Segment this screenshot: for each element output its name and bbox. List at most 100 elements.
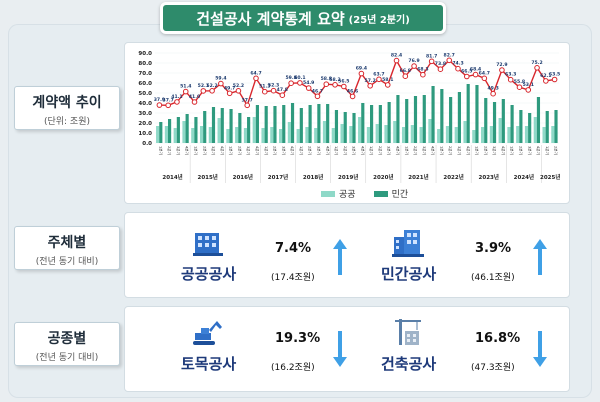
year-label: 2019년 (338, 173, 358, 181)
work-label-box: 공종별 (전년 동기 대비) (14, 322, 120, 366)
total-point (182, 88, 189, 95)
total-point (297, 80, 303, 86)
legend-swatch-public (321, 190, 335, 197)
bar-private (475, 85, 479, 143)
year-label: 2025년 (540, 173, 560, 181)
bar-private (519, 110, 523, 143)
year-label: 2023년 (479, 173, 499, 181)
chart-panel: 90.0 80.0 70.0 60.0 50.0 40.0 30.0 20.0 10.0 0.0 1… (124, 42, 570, 204)
total-point (200, 88, 207, 94)
x-tick-label: 3분기 (527, 146, 532, 155)
year-label: 2018년 (303, 173, 323, 181)
bar-private (264, 106, 268, 143)
bar-private (492, 102, 497, 143)
x-tick-label: 4분기 (360, 146, 365, 155)
data-label: 46.7 (312, 88, 323, 94)
public-up-arrow-icon (333, 239, 347, 275)
data-label: 37.7 (163, 97, 174, 103)
private-works-pct: 3.9% (475, 241, 512, 256)
bar-private (361, 103, 365, 143)
total-point (305, 85, 312, 91)
x-tick-label: 1분기 (264, 146, 269, 155)
x-tick-label: 2분기 (167, 146, 172, 155)
bar-public (305, 127, 309, 143)
total-point (551, 76, 558, 83)
bar-private (290, 103, 295, 143)
bar-private (554, 110, 558, 143)
public-works-name: 공공공사 (181, 265, 237, 283)
x-tick-label: 4분기 (255, 146, 260, 155)
bar-private (396, 95, 400, 143)
data-label: 57.2 (365, 78, 376, 84)
year-label: 2015년 (198, 173, 218, 181)
bar-private (211, 107, 216, 143)
year-label: 2021년 (408, 173, 428, 181)
x-tick-label: 1분기 (299, 146, 304, 155)
bar-private (510, 105, 514, 143)
x-tick-label: 4분기 (536, 146, 541, 155)
x-tick-label: 3분기 (316, 146, 321, 155)
chart-legend: 공공 민간 (321, 187, 408, 200)
bar-private (317, 104, 321, 143)
data-label: 58.8 (321, 76, 332, 82)
bar-public (279, 129, 283, 143)
data-label: 63.3 (505, 72, 516, 78)
bar-public (243, 128, 248, 143)
total-point (279, 92, 286, 99)
total-point (420, 71, 426, 78)
x-tick-label: 4분기 (466, 146, 471, 155)
bar-public (507, 127, 511, 143)
bar-public (322, 121, 327, 143)
bar-public (445, 126, 450, 143)
data-label: 51.3 (259, 84, 270, 90)
data-label: 52.3 (268, 83, 279, 89)
data-label: 46.6 (347, 88, 358, 94)
x-tick-label: 2분기 (308, 146, 313, 155)
data-label: 75.2 (531, 60, 542, 66)
x-tick-label: 4분기 (290, 146, 295, 155)
x-tick-label: 1분기 (439, 146, 444, 155)
bar-private (369, 105, 374, 143)
bar-private (167, 119, 172, 143)
data-label: 68.3 (417, 67, 428, 73)
total-point (253, 75, 259, 82)
data-label: 62.1 (540, 73, 551, 79)
x-tick-label: 4분기 (396, 146, 401, 155)
bar-private (176, 117, 180, 143)
bar-private (352, 113, 356, 143)
total-point (525, 87, 532, 93)
data-label: 49.7 (224, 85, 235, 91)
trend-sub: (단위: 조원) (43, 117, 91, 127)
legend-label-private: 민간 (391, 190, 409, 200)
private-up-arrow-icon (533, 239, 547, 275)
total-point (270, 87, 277, 94)
total-point (411, 63, 417, 69)
bar-public (428, 119, 432, 143)
work-label: 공종별 (47, 331, 87, 347)
total-point (332, 82, 338, 88)
data-label: 66.5 (461, 69, 472, 75)
y-tick-label: 80.0 (138, 61, 152, 67)
bar-public (524, 126, 529, 143)
y-tick-label: 70.0 (138, 71, 152, 77)
year-label: 2017년 (268, 173, 288, 181)
x-tick-label: 1분기 (510, 146, 515, 155)
office-building-icon (191, 227, 225, 257)
total-point (463, 73, 470, 80)
total-point (165, 102, 171, 109)
x-tick-label: 3분기 (492, 146, 497, 155)
y-tick-label: 30.0 (138, 111, 152, 117)
x-tick-label: 2분기 (448, 146, 453, 155)
bar-public (533, 117, 537, 143)
total-point (402, 73, 409, 80)
data-label: 82.4 (391, 53, 402, 59)
bar-public (349, 126, 353, 143)
x-tick-label: 1분기 (334, 146, 339, 155)
private-works-amount: (46.1조원) (471, 273, 515, 283)
bar-public (191, 128, 195, 143)
bar-public (542, 127, 546, 143)
data-label: 51.4 (180, 84, 191, 90)
x-tick-label: 1분기 (369, 146, 374, 155)
bar-private (273, 106, 277, 143)
total-point (191, 99, 198, 105)
